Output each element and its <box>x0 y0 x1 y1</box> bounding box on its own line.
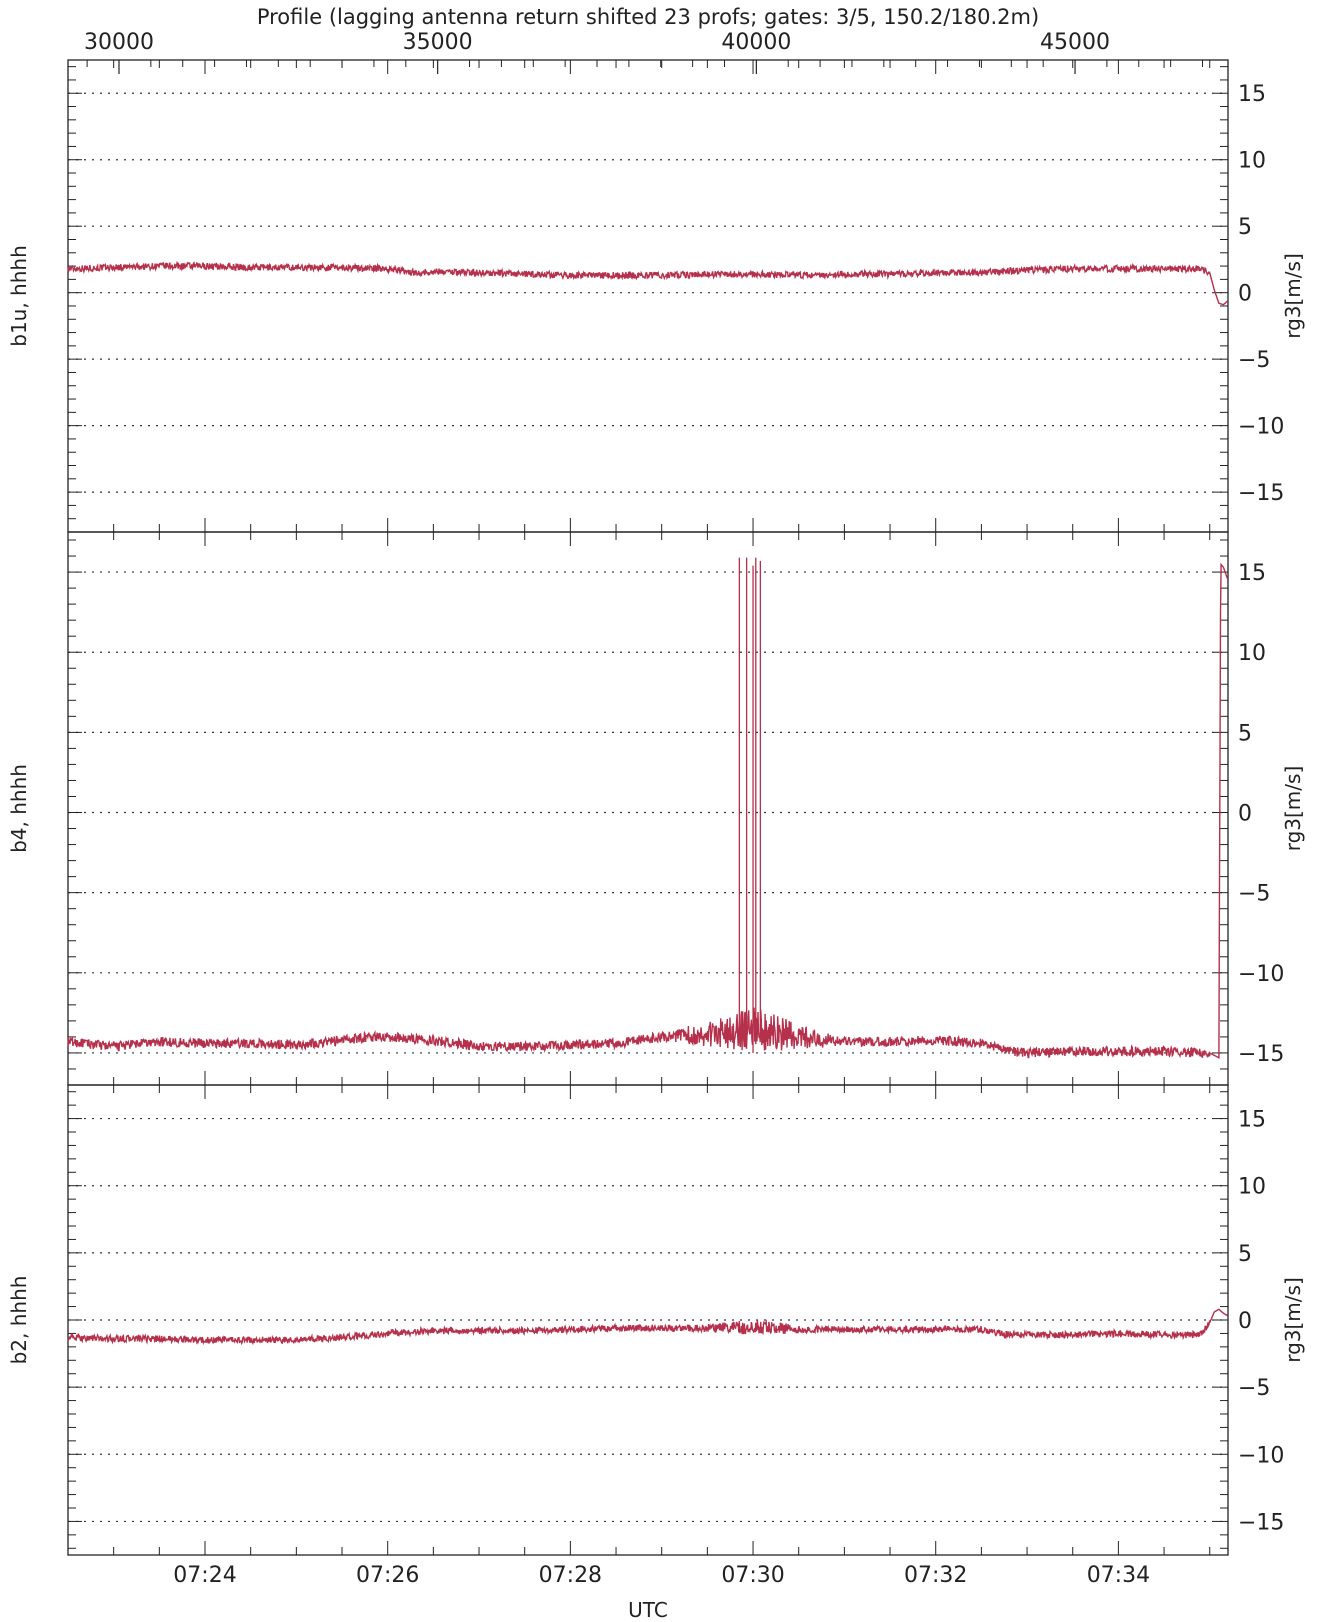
y-tick-label: 0 <box>1238 802 1252 827</box>
right-axis-label: rg3[m/s] <box>1281 253 1305 339</box>
panel-1: 15 10 5 0 −5 −10 −15 b1u, hhhh rg3[m/s] <box>7 59 1305 533</box>
y-tick-label: 15 <box>1238 82 1266 107</box>
panels: 15 10 5 0 −5 −10 −15 b1u, hhhh rg3[m/s] 15 10 5 0 −5 −… <box>7 59 1305 1556</box>
series-line <box>67 1308 1229 1346</box>
x-tick-label: 07:28 <box>539 1563 602 1588</box>
y-tick-label: −10 <box>1238 415 1284 440</box>
y-tick-label: −5 <box>1238 1376 1270 1401</box>
y-tick-label: 5 <box>1238 721 1252 746</box>
y-tick-label: −15 <box>1238 481 1284 506</box>
y-tick-label: −10 <box>1238 962 1284 987</box>
top-tick-label: 40000 <box>721 30 791 55</box>
series-line <box>67 562 1229 1059</box>
x-tick-label: 07:34 <box>1087 1563 1150 1588</box>
y-tick-label: 5 <box>1238 215 1252 240</box>
y-tick-label: 0 <box>1238 282 1252 307</box>
top-tick-label: 45000 <box>1040 30 1110 55</box>
right-axis-label: rg3[m/s] <box>1281 1277 1305 1363</box>
y-tick-label: 15 <box>1238 561 1266 586</box>
y-tick-label: −15 <box>1238 1510 1284 1535</box>
y-tick-label: 10 <box>1238 641 1266 666</box>
x-axis-label: UTC <box>628 1598 668 1622</box>
panel-frame <box>67 531 1229 1086</box>
y-tick-label: −5 <box>1238 348 1270 373</box>
x-tick-label: 07:32 <box>904 1563 967 1588</box>
y-tick-label: 10 <box>1238 149 1266 174</box>
panel-3: 15 10 5 0 −5 −10 −15 b2, hhhh rg3[m/s] <box>7 1084 1305 1556</box>
left-axis-label: b1u, hhhh <box>7 245 31 347</box>
y-tick-label: −10 <box>1238 1443 1284 1468</box>
y-tick-label: 15 <box>1238 1108 1266 1133</box>
chart-title: Profile (lagging antenna return shifted … <box>257 5 1039 29</box>
right-axis-label: rg3[m/s] <box>1281 766 1305 852</box>
y-tick-label: 10 <box>1238 1175 1266 1200</box>
y-tick-label: −5 <box>1238 882 1270 907</box>
left-axis-label: b2, hhhh <box>7 1276 31 1365</box>
series-line <box>67 260 1229 306</box>
y-tick-label: 5 <box>1238 1242 1252 1267</box>
x-tick-label: 07:24 <box>173 1563 236 1588</box>
x-tick-label: 07:30 <box>721 1563 784 1588</box>
panel-2: 15 10 5 0 −5 −10 −15 b4, hhhh rg3[m/s] <box>7 531 1305 1086</box>
top-axis: 30000 35000 40000 45000 <box>84 30 1204 74</box>
bottom-axis: 07:24 07:26 07:28 07:30 07:32 07:34 <box>173 1563 1150 1588</box>
top-tick-label: 35000 <box>403 30 473 55</box>
top-tick-label: 30000 <box>84 30 154 55</box>
y-tick-label: 0 <box>1238 1309 1252 1334</box>
left-axis-label: b4, hhhh <box>7 764 31 853</box>
x-tick-label: 07:26 <box>356 1563 419 1588</box>
panel-frame <box>67 59 1229 533</box>
y-tick-label: −15 <box>1238 1042 1284 1067</box>
